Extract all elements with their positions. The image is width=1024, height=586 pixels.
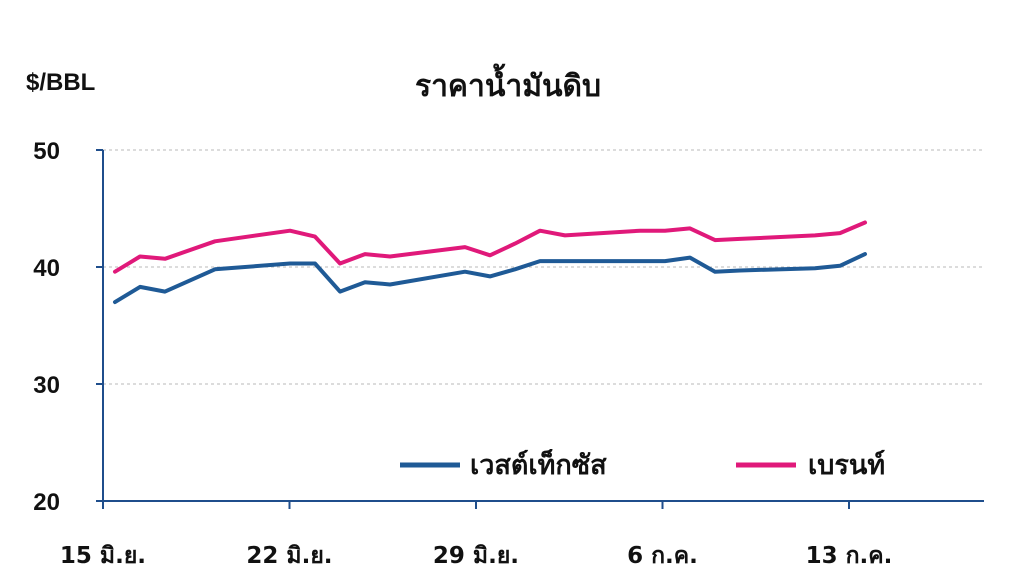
series-lines [113,220,867,305]
y-tick-label-30: 30 [33,372,60,399]
y-tick-label-50: 50 [33,138,60,165]
x-tick-label-1: 22 มิ.ย. [246,543,332,569]
y-tick-label-40: 40 [33,255,60,282]
chart-title: ราคาน้ำมันดิบ [415,63,601,104]
legend-label-1: เบรนท์ [808,449,885,481]
x-tick-label-3: 6 ก.ค. [627,543,698,569]
legend: เวสต์เท็กซัส เบรนท์ [400,447,885,481]
y-axis-ticks: 20 30 40 50 [33,138,103,516]
legend-label-0: เวสต์เท็กซัส [470,447,607,481]
series-line-1 [113,220,867,274]
x-tick-label-4: 13 ก.ค. [806,543,893,569]
x-axis-ticks: 15 มิ.ย. 22 มิ.ย. 29 มิ.ย. 6 ก.ค. 13 ก.ค. [60,501,892,569]
y-axis-unit-label: $/BBL [26,69,95,96]
x-tick-label-0: 15 มิ.ย. [60,543,146,569]
series-line-0 [113,252,867,305]
axes [102,150,984,502]
y-tick-label-20: 20 [33,489,60,516]
x-tick-label-2: 29 มิ.ย. [433,543,519,569]
